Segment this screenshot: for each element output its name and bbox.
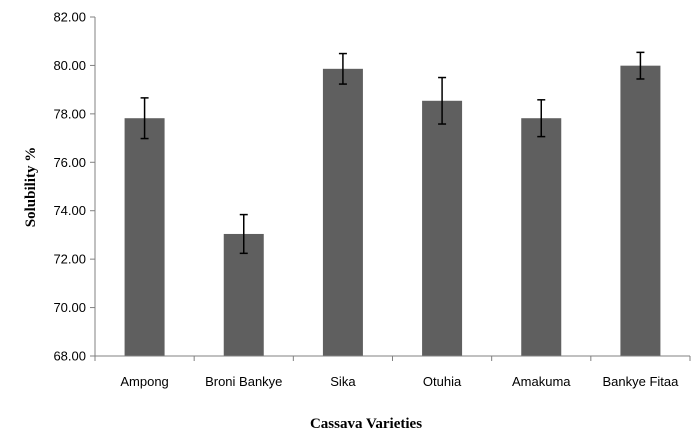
bar-ampong xyxy=(124,118,165,356)
y-tick-label: 70.00 xyxy=(53,300,86,315)
x-tick-label: Bankye Fitaa xyxy=(602,374,679,389)
x-tick-label: Amakuma xyxy=(512,374,571,389)
x-tick-label: Sika xyxy=(330,374,356,389)
y-tick-label: 74.00 xyxy=(53,203,86,218)
axes-group xyxy=(94,17,690,357)
bars-group xyxy=(124,65,661,356)
y-ticks-group: 68.00 70.00 72.00 74.00 76.00 78.00 80.00 82.00 xyxy=(53,10,95,364)
bar-sika xyxy=(322,68,363,356)
x-tick-label: Ampong xyxy=(120,374,168,389)
error-bars-group xyxy=(140,51,645,255)
bar-broni-bankye xyxy=(223,233,264,356)
x-axis-title: Cassava Varieties xyxy=(310,416,422,432)
y-axis-title: Solubility % xyxy=(23,147,39,227)
y-tick-label: 68.00 xyxy=(53,349,86,364)
y-tick-label: 78.00 xyxy=(53,106,86,121)
x-tick-label: Otuhia xyxy=(423,374,462,389)
bar-otuhia xyxy=(422,100,463,356)
y-tick-label: 80.00 xyxy=(53,58,86,73)
y-tick-label: 72.00 xyxy=(53,252,86,267)
x-ticks-group: Ampong Broni Bankye Sika Otuhia Amakuma Banky… xyxy=(94,356,691,389)
x-tick-label: Broni Bankye xyxy=(205,374,282,389)
bar-amakuma xyxy=(521,118,562,356)
y-tick-label: 76.00 xyxy=(53,155,86,170)
y-tick-label: 82.00 xyxy=(53,10,86,25)
bar-bankye-fitaa xyxy=(620,65,661,356)
